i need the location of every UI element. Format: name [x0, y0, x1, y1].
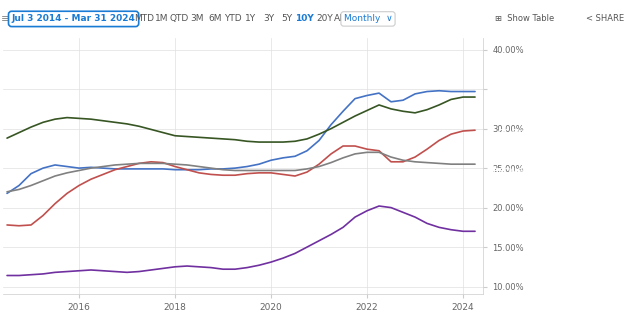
Text: 3Y: 3Y — [263, 14, 275, 23]
Text: YTD: YTD — [224, 14, 242, 23]
Text: 29.81%: 29.81% — [543, 136, 582, 145]
Text: BXC Gross Profit Margin % (LTM): BXC Gross Profit Margin % (LTM) — [496, 238, 629, 244]
Text: 33.95%: 33.95% — [543, 93, 582, 103]
Text: 17.01%: 17.01% — [543, 245, 582, 255]
Text: 20Y: 20Y — [317, 14, 333, 23]
Text: 10Y: 10Y — [295, 14, 314, 23]
Text: IBP Gross Profit Margin % (LTM): IBP Gross Profit Margin % (LTM) — [497, 86, 628, 92]
Text: 1M: 1M — [154, 14, 168, 23]
Text: MTD: MTD — [134, 14, 154, 23]
Text: BECN Gross Profit Margin % (LTM): BECN Gross Profit Margin % (LTM) — [493, 168, 632, 174]
Text: 34.73%: 34.73% — [543, 62, 582, 71]
Text: OC Gross Profit Margin % (LTM): OC Gross Profit Margin % (LTM) — [499, 129, 627, 135]
Text: ALL: ALL — [333, 14, 350, 23]
Text: BLDR Gross Profit Margin % (LTM): BLDR Gross Profit Margin % (LTM) — [493, 55, 632, 61]
Text: Jul 3 2014 - Mar 31 2024: Jul 3 2014 - Mar 31 2024 — [12, 14, 136, 23]
Text: ≡: ≡ — [1, 14, 10, 24]
Text: QTD: QTD — [170, 14, 189, 23]
Text: 5Y: 5Y — [281, 14, 292, 23]
Text: Monthly  ∨: Monthly ∨ — [344, 14, 392, 23]
Text: ⊞  Show Table: ⊞ Show Table — [495, 14, 554, 23]
Text: < SHARE: < SHARE — [586, 14, 624, 23]
Text: 1Y: 1Y — [245, 14, 257, 23]
Text: 25.53%: 25.53% — [543, 176, 582, 185]
Text: 6M: 6M — [208, 14, 222, 23]
Text: 3M: 3M — [190, 14, 204, 23]
